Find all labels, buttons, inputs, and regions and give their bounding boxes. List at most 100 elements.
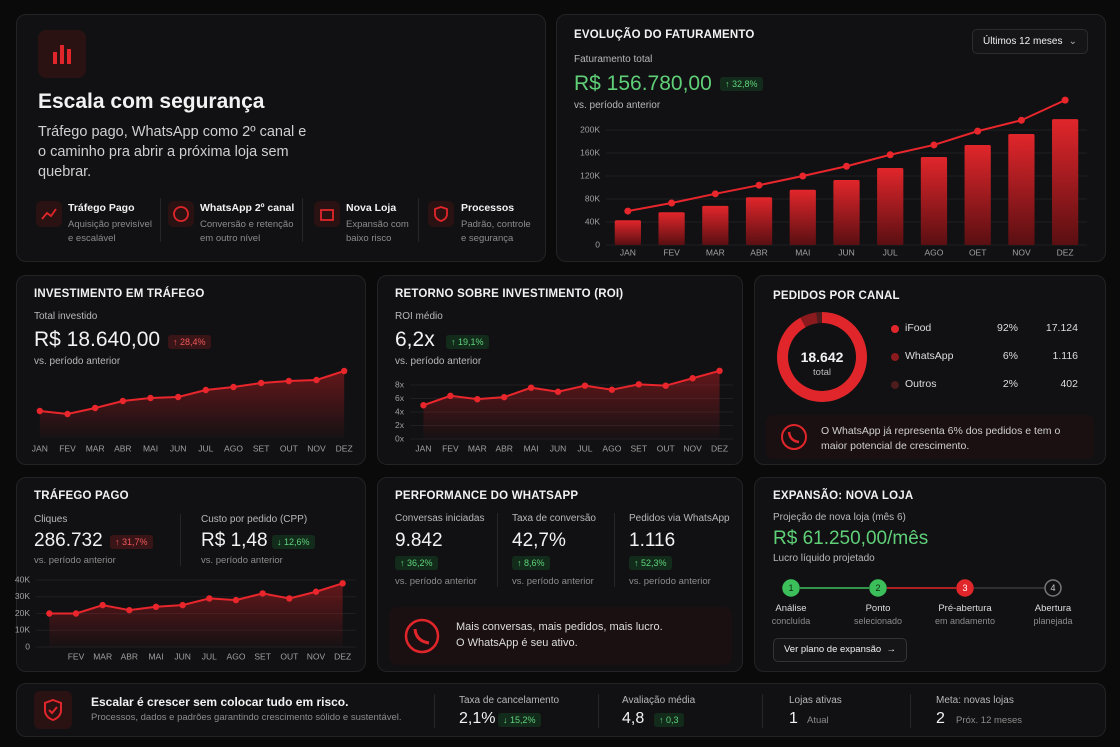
kpi-value: R$ 1,48: [201, 530, 268, 551]
kpi-change: ↓ 12,6%: [272, 535, 315, 549]
feature-title: WhatsApp 2º canal: [200, 202, 295, 214]
kpi-label: ROI médio: [395, 311, 443, 322]
kpi-value: 1.116: [629, 530, 676, 551]
feature-text: Aquisição previsível e escalável: [68, 219, 152, 244]
feature-text: Expansão com baixo risco: [346, 219, 409, 244]
kpi-change: ↑ 8,6%: [512, 556, 550, 570]
shield-icon: [34, 691, 72, 729]
bars-icon: [53, 45, 71, 64]
traffic-panel: [16, 477, 366, 672]
investment-panel: [16, 275, 366, 465]
kpi-note: vs. período anterior: [34, 555, 116, 566]
divider: [180, 514, 181, 566]
step-status: planejada: [1033, 616, 1073, 626]
divider: [910, 694, 911, 728]
arrow: →: [886, 644, 897, 655]
feature-icon: [36, 201, 62, 227]
footer-title: Escalar é crescer sem colocar tudo em ri…: [91, 695, 349, 709]
kpi-label: Cliques: [34, 514, 68, 525]
roi-panel: [377, 275, 743, 465]
kpi-change: ↑ 32,8%: [720, 77, 763, 91]
feature-icon: [428, 201, 454, 227]
kpi-value: 286.732: [34, 530, 103, 551]
stat-label: Meta: novas lojas: [936, 695, 1014, 706]
kpi-note: vs. período anterior: [629, 576, 711, 587]
feature-text: Padrão, controle e segurança: [461, 219, 531, 244]
step-title: Pré-abertura: [938, 603, 992, 614]
stat-note: Próx. 12 meses: [956, 715, 1022, 726]
divider: [614, 513, 615, 587]
divider: [762, 694, 763, 728]
divider: [160, 198, 161, 242]
banner-line: Mais conversas, mais pedidos, mais lucro…: [456, 621, 663, 633]
period-dropdown[interactable]: Últimos 12 meses ⌄: [972, 29, 1088, 54]
divider: [418, 198, 419, 242]
step-title: Ponto: [865, 603, 891, 614]
stat-value: 2,1%: [459, 710, 496, 727]
orders-note: O WhatsApp já representa 6% dos pedidos …: [821, 425, 1061, 452]
kpi-value: 6,2x: [395, 328, 435, 351]
kpi-value: R$ 18.640,00: [34, 328, 161, 351]
donut-total: 18.642: [800, 349, 844, 365]
dropdown-text: Últimos 12 meses: [983, 36, 1063, 47]
kpi-note: Lucro líquido projetado: [773, 553, 875, 564]
step-status: concluída: [771, 616, 811, 626]
panel-title: INVESTIMENTO EM TRÁFEGO: [34, 288, 205, 300]
orders-note-box: O WhatsApp já representa 6% dos pedidos …: [766, 415, 1094, 459]
kpi-change: ↑ 36,2%: [395, 556, 438, 570]
button-text: Ver plano de expansão: [784, 644, 882, 655]
kpi-value: R$ 61.250,00/mês: [773, 528, 929, 549]
feature-title: Processos: [461, 202, 515, 214]
panel-title: EXPANSÃO: NOVA LOJA: [773, 490, 914, 502]
stat-change: ↑ 0,3: [654, 713, 684, 727]
legend-count: 17.124: [1045, 322, 1078, 334]
step-status: selecionado: [853, 616, 903, 626]
legend-percent: 92%: [996, 322, 1018, 334]
stat-value: 2: [936, 710, 945, 727]
panel-title: EVOLUÇÃO DO FATURAMENTO: [574, 29, 755, 41]
divider: [497, 513, 498, 587]
feature-text: Conversão e retenção em outro nível: [200, 219, 294, 244]
feature-icon: [314, 201, 340, 227]
donut-total-label: total: [813, 367, 831, 378]
kpi-label: Conversas iniciadas: [395, 513, 485, 524]
kpi-label: Total investido: [34, 311, 98, 322]
legend-name: iFood: [905, 322, 932, 334]
legend-name: WhatsApp: [905, 350, 954, 362]
step-title: Abertura: [1034, 603, 1072, 614]
stat-label: Lojas ativas: [789, 695, 842, 706]
kpi-change: ↑ 28,4%: [168, 335, 211, 349]
kpi-note: vs. período anterior: [512, 576, 594, 587]
kpi-note: vs. período anterior: [574, 100, 661, 111]
kpi-change: ↑ 31,7%: [110, 535, 153, 549]
hero-title: Escala com segurança: [38, 90, 265, 113]
kpi-label: Pedidos via WhatsApp: [629, 513, 730, 524]
divider: [434, 694, 435, 728]
kpi-value: 42,7%: [512, 530, 566, 551]
chevron: ⌄: [1068, 36, 1077, 47]
footer-text: Processos, dados e padrões garantindo cr…: [91, 712, 402, 723]
step-title: Análise: [775, 603, 807, 614]
divider: [598, 694, 599, 728]
stat-value: 1: [789, 710, 798, 727]
stat-change: ↓ 15,2%: [498, 713, 541, 727]
kpi-label: Custo por pedido (CPP): [201, 514, 308, 525]
feature-title: Nova Loja: [346, 202, 397, 214]
whatsapp-icon: [781, 424, 807, 450]
kpi-label: Taxa de conversão: [512, 513, 596, 524]
footer-panel: [16, 683, 1106, 737]
stat-note: Atual: [807, 715, 829, 726]
stat-label: Avaliação média: [622, 695, 696, 706]
legend-percent: 6%: [1002, 350, 1018, 362]
feature-title: Tráfego Pago: [68, 202, 135, 214]
banner-line: O WhatsApp é seu ativo.: [456, 637, 578, 649]
kpi-value: 9.842: [395, 530, 443, 551]
stat-value: 4,8: [622, 710, 645, 727]
expansion-button[interactable]: Ver plano de expansão →: [773, 638, 907, 662]
legend-name: Outros: [905, 378, 937, 390]
kpi-change: ↑ 52,3%: [629, 556, 672, 570]
kpi-change: ↑ 19,1%: [446, 335, 489, 349]
kpi-value: R$ 156.780,00: [574, 72, 712, 95]
